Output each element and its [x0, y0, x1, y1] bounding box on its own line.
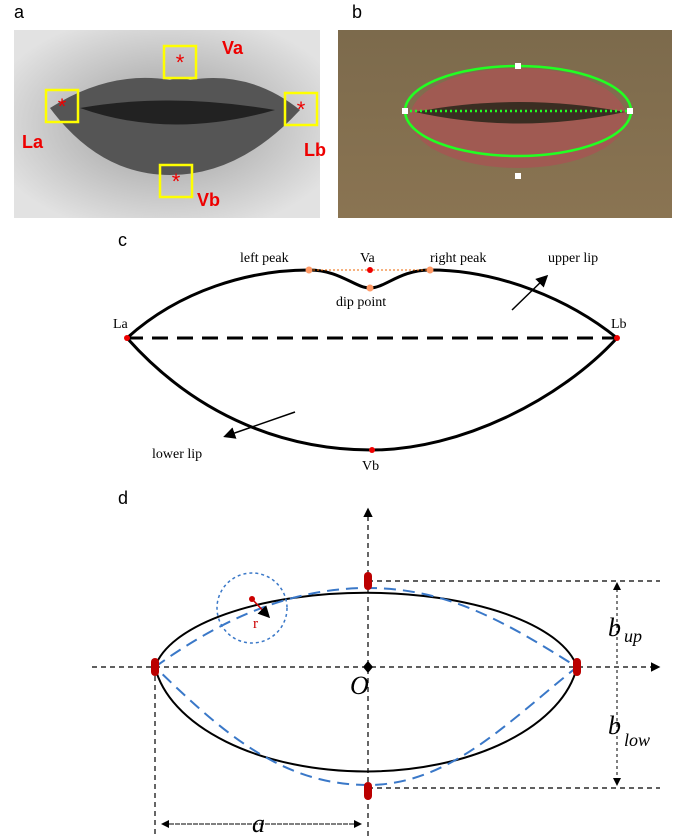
panel-label: d [118, 488, 128, 508]
point [249, 596, 255, 602]
svg-text:*: * [172, 169, 181, 194]
label: a [252, 809, 265, 836]
panel-label: b [352, 2, 362, 22]
label: left peak [240, 251, 289, 266]
panel-label: a [14, 2, 25, 22]
radius [252, 599, 268, 616]
svg-text:*: * [176, 50, 185, 75]
arrow [226, 412, 295, 436]
label: upper lip [548, 251, 598, 266]
point-label: Lb [304, 140, 326, 160]
label: La [113, 317, 129, 332]
label: b [608, 711, 621, 740]
label: low [624, 730, 650, 750]
label: Lb [611, 317, 627, 332]
circle [217, 573, 287, 643]
label: lower lip [152, 447, 202, 462]
point-label: Vb [197, 190, 220, 210]
label: r [253, 616, 258, 632]
lower-lip [127, 338, 617, 450]
label: b [608, 613, 621, 642]
svg-text:*: * [297, 97, 306, 122]
label: Va [360, 251, 376, 266]
label: O [350, 671, 369, 700]
label: Vb [362, 459, 379, 474]
label: up [624, 626, 642, 646]
point-label: Va [222, 38, 244, 58]
panel-label: c [118, 230, 127, 250]
label: right peak [430, 251, 486, 266]
svg-text:*: * [58, 94, 67, 119]
figure: a * * * * Va La Lb Vb b c left peak Va righ… [0, 0, 678, 836]
point-label: La [22, 132, 44, 152]
label: dip point [336, 295, 386, 310]
